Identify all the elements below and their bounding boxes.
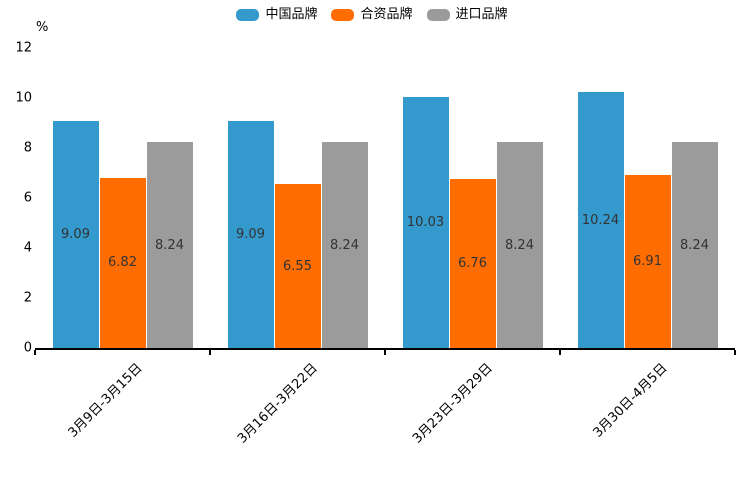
bar-value-label: 8.24 <box>505 237 534 253</box>
bar-value-label: 9.09 <box>61 226 90 242</box>
y-tick-label: 8 <box>23 140 32 156</box>
legend-label: 合资品牌 <box>360 7 413 22</box>
bar-中国品牌-group-3: 10.24 <box>577 92 624 348</box>
bar-value-label: 10.24 <box>581 212 620 228</box>
y-tick-label: 0 <box>23 340 32 356</box>
y-tick-label: 10 <box>15 90 32 106</box>
x-axis-tick <box>34 350 36 355</box>
x-tick-label: 3月9日-3月15日 <box>65 360 146 441</box>
bar-合资品牌-group-0: 6.82 <box>99 177 146 348</box>
bar-value-label: 6.76 <box>458 256 487 271</box>
bar-value-label: 8.24 <box>680 237 709 253</box>
bar-进口品牌-group-1: 8.24 <box>321 142 368 348</box>
bar-value-label: 9.09 <box>236 226 265 242</box>
legend-swatch-icon <box>426 9 450 21</box>
bar-中国品牌-group-2: 10.03 <box>402 97 449 348</box>
bar-中国品牌-group-1: 9.09 <box>227 120 274 348</box>
y-tick-label: 2 <box>23 290 32 306</box>
legend-swatch-icon <box>331 9 355 21</box>
bar-中国品牌-group-0: 9.09 <box>52 120 99 348</box>
y-tick-label: 12 <box>15 40 32 56</box>
legend-swatch-icon <box>236 9 260 21</box>
bar-合资品牌-group-3: 6.91 <box>624 175 671 348</box>
bar-value-label: 8.24 <box>330 237 359 253</box>
x-tick-label: 3月23日-3月29日 <box>410 360 496 447</box>
bar-合资品牌-group-1: 6.55 <box>274 184 321 348</box>
legend-item-1[interactable]: 合资品牌 <box>331 7 413 23</box>
x-tick-label: 3月30日-4月5日 <box>590 360 671 441</box>
legend-item-2[interactable]: 进口品牌 <box>426 7 508 23</box>
legend-label: 进口品牌 <box>455 7 508 22</box>
bar-value-label: 6.91 <box>633 254 662 270</box>
bar-进口品牌-group-2: 8.24 <box>496 142 543 348</box>
bar-合资品牌-group-2: 6.76 <box>449 179 496 348</box>
x-axis-tick <box>734 350 736 355</box>
bar-value-label: 6.82 <box>108 255 137 271</box>
bar-value-label: 10.03 <box>406 215 445 231</box>
chart-legend: 中国品牌 合资品牌 进口品牌 <box>0 7 744 23</box>
y-tick-label: 6 <box>23 190 32 206</box>
x-axis-tick <box>559 350 561 355</box>
x-axis-line <box>35 348 735 350</box>
x-tick-label: 3月16日-3月22日 <box>235 360 321 447</box>
y-tick-label: 4 <box>23 240 32 256</box>
x-axis-tick <box>209 350 211 355</box>
bar-进口品牌-group-3: 8.24 <box>671 142 718 348</box>
bar-进口品牌-group-0: 8.24 <box>146 142 193 348</box>
legend-item-0[interactable]: 中国品牌 <box>236 7 317 23</box>
y-axis-unit-label: % <box>36 20 49 35</box>
bar-value-label: 6.55 <box>283 258 312 274</box>
bar-value-label: 8.24 <box>155 237 184 253</box>
x-axis-tick <box>384 350 386 355</box>
legend-label: 中国品牌 <box>265 7 318 22</box>
